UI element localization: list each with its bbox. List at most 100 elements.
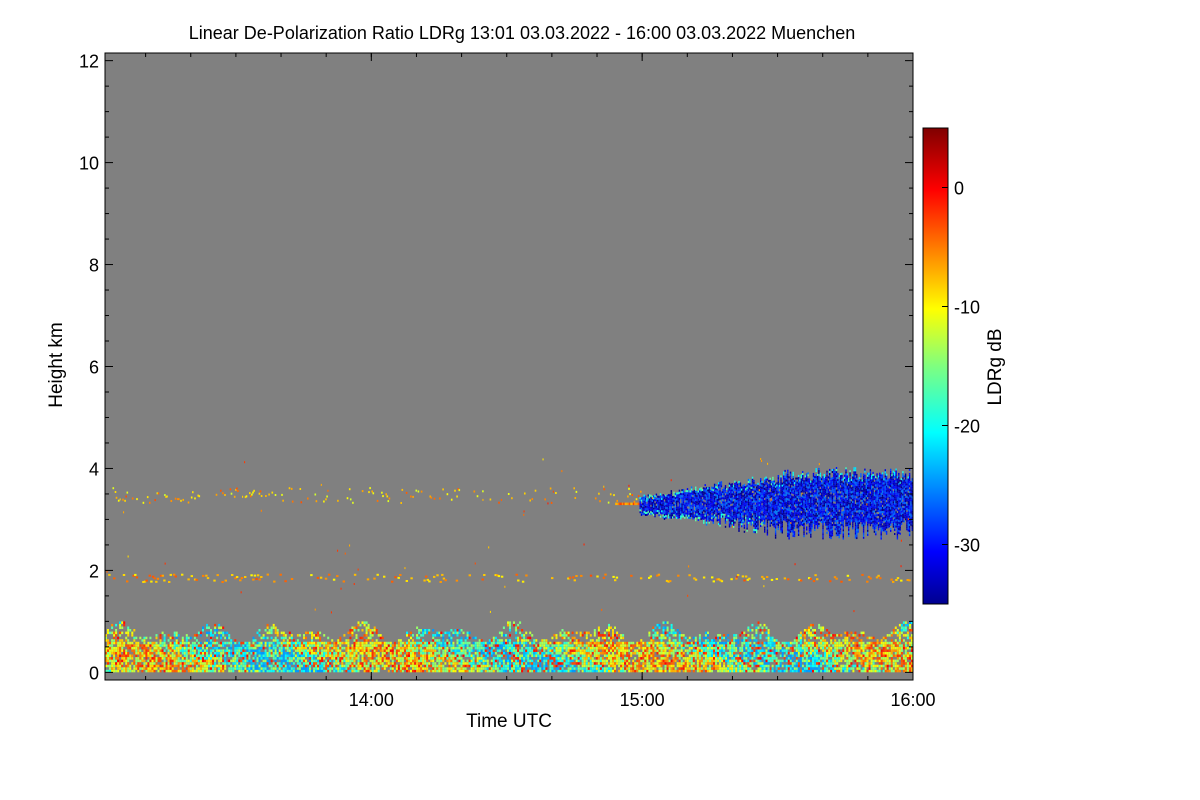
boundary-layer-cell — [385, 652, 388, 655]
boundary-layer-cell — [513, 623, 515, 627]
boundary-layer-cell — [448, 667, 451, 670]
boundary-layer-cell — [513, 649, 515, 652]
boundary-layer-cell — [460, 652, 463, 655]
boundary-layer-cell — [911, 662, 913, 665]
boundary-layer-cell — [507, 654, 509, 657]
boundary-layer-cell — [624, 652, 627, 655]
boundary-layer-cell — [717, 664, 720, 668]
boundary-layer-cell — [638, 641, 641, 645]
boundary-layer-cell — [904, 634, 907, 637]
boundary-layer-cell — [383, 641, 386, 645]
boundary-layer-cell — [533, 654, 536, 657]
boundary-layer-cell — [317, 634, 320, 637]
boundary-layer-cell — [466, 654, 469, 657]
boundary-layer-cell — [571, 669, 574, 673]
boundary-layer-cell — [761, 641, 764, 645]
boundary-layer-cell — [666, 641, 669, 645]
boundary-layer-cell — [785, 641, 788, 645]
boundary-layer-cell — [434, 662, 437, 665]
boundary-layer-cell — [238, 652, 241, 655]
boundary-layer-cell — [700, 669, 703, 673]
boundary-layer-cell — [612, 644, 614, 647]
boundary-layer-cell — [709, 659, 711, 663]
boundary-layer-cell — [787, 652, 790, 655]
boundary-layer-cell — [216, 641, 219, 645]
boundary-layer-cell — [313, 659, 316, 663]
boundary-layer-cell — [808, 626, 810, 629]
boundary-layer-cell — [117, 669, 120, 673]
boundary-layer-cell — [298, 652, 301, 655]
boundary-layer-cell — [608, 657, 610, 660]
boundary-layer-cell — [347, 652, 350, 655]
boundary-layer-cell — [533, 644, 536, 647]
boundary-layer-cell — [478, 641, 481, 645]
boundary-layer-cell — [325, 641, 328, 645]
boundary-layer-cell — [264, 664, 267, 668]
boundary-layer-cell — [141, 639, 144, 642]
boundary-layer-cell — [331, 652, 334, 655]
boundary-layer-cell — [105, 646, 107, 650]
boundary-layer-cell — [159, 667, 162, 670]
boundary-layer-cell — [832, 657, 835, 660]
boundary-layer-cell — [256, 659, 259, 663]
boundary-layer-cell — [842, 644, 845, 647]
boundary-layer-cell — [212, 634, 215, 637]
boundary-layer-cell — [569, 644, 572, 647]
boundary-layer-cell — [345, 669, 348, 673]
boundary-layer-cell — [805, 664, 808, 668]
boundary-layer-cell — [230, 667, 233, 670]
boundary-layer-cell — [622, 649, 625, 652]
boundary-layer-cell — [446, 646, 449, 650]
boundary-layer-cell — [377, 664, 380, 668]
boundary-layer-cell — [460, 664, 463, 668]
boundary-layer-cell — [500, 654, 503, 657]
boundary-layer-cell — [133, 644, 136, 647]
boundary-layer-cell — [305, 669, 307, 673]
boundary-layer-cell — [262, 646, 265, 650]
boundary-layer-cell — [480, 641, 483, 645]
boundary-layer-cell — [309, 667, 311, 670]
cloud-cell — [648, 508, 651, 511]
boundary-layer-cell — [618, 652, 621, 655]
boundary-layer-cell — [694, 649, 697, 652]
boundary-layer-cell — [298, 646, 301, 650]
boundary-layer-cell — [236, 664, 239, 668]
boundary-layer-cell — [452, 662, 455, 665]
boundary-layer-cell — [581, 659, 584, 663]
boundary-layer-cell — [351, 649, 354, 652]
boundary-layer-cell — [711, 667, 713, 670]
boundary-layer-cell — [193, 641, 196, 645]
boundary-layer-cell — [379, 636, 382, 640]
boundary-layer-cell — [785, 667, 788, 670]
boundary-layer-cell — [906, 641, 909, 645]
boundary-layer-cell — [898, 669, 901, 673]
boundary-layer-cell — [783, 641, 786, 645]
boundary-layer-cell — [816, 649, 818, 652]
boundary-layer-cell — [543, 654, 546, 657]
boundary-layer-cell — [428, 652, 431, 655]
boundary-layer-cell — [585, 631, 588, 635]
boundary-layer-cell — [444, 652, 447, 655]
boundary-layer-cell — [569, 669, 572, 673]
boundary-layer-cell — [761, 626, 764, 629]
boundary-layer-cell — [139, 649, 142, 652]
boundary-layer-cell — [157, 669, 160, 673]
boundary-layer-cell — [357, 664, 360, 668]
boundary-layer-cell — [749, 664, 752, 668]
boundary-layer-cell — [422, 639, 425, 642]
boundary-layer-cell — [612, 634, 614, 637]
boundary-layer-cell — [765, 667, 768, 670]
boundary-layer-cell — [135, 641, 138, 645]
boundary-layer-cell — [771, 667, 774, 670]
boundary-layer-cell — [480, 669, 483, 673]
boundary-layer-cell — [559, 652, 562, 655]
boundary-layer-cell — [791, 654, 794, 657]
boundary-layer-cell — [896, 649, 899, 652]
boundary-layer-cell — [745, 652, 748, 655]
boundary-layer-cell — [818, 662, 821, 665]
cloud-cell — [639, 505, 641, 508]
boundary-layer-cell — [670, 667, 673, 670]
boundary-layer-cell — [151, 667, 154, 670]
boundary-layer-cell — [595, 654, 598, 657]
boundary-layer-cell — [648, 649, 651, 652]
